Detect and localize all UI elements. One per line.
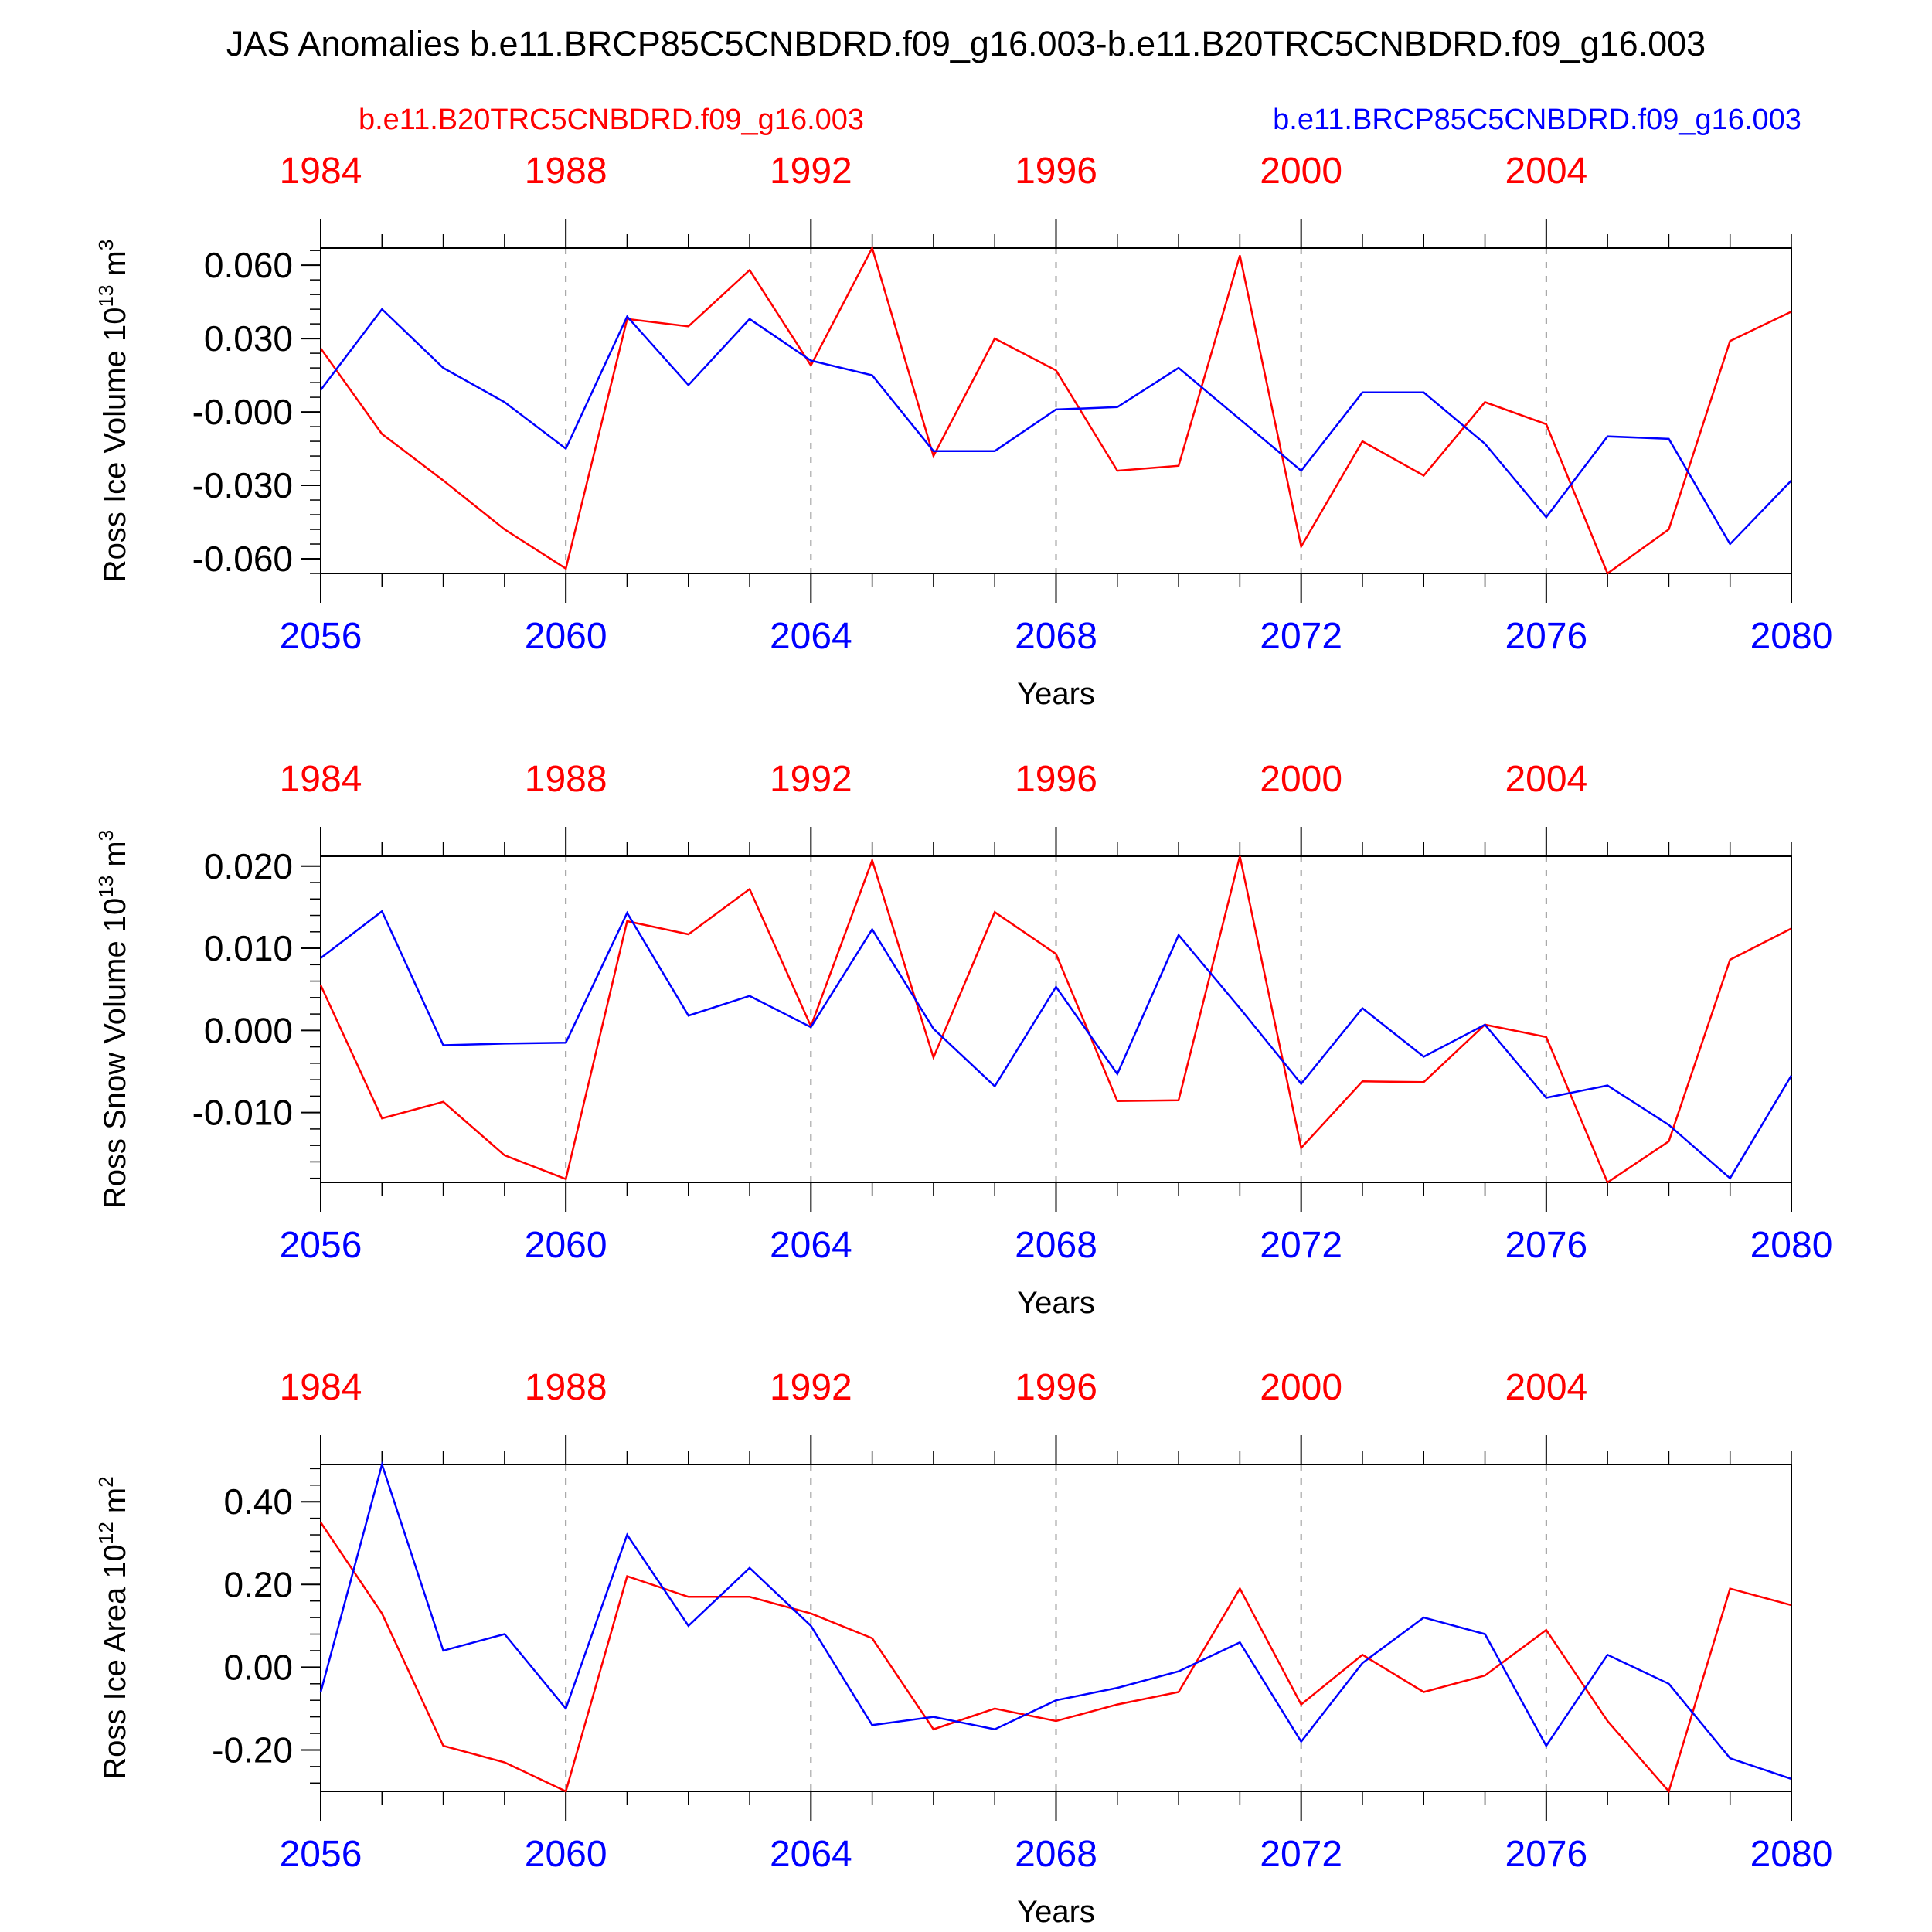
x-tick-label-bottom: 2056 [280, 1834, 362, 1875]
plot-frame [320, 1464, 1792, 1792]
x-tick-label-top: 1984 [280, 1367, 362, 1408]
x-tick-label-bottom: 2080 [1750, 616, 1833, 657]
y-axis-title-text: Ross Snow Volume 10 [98, 898, 132, 1209]
y-axis-title-exponent: 13 [94, 876, 117, 898]
legend-label-rcp85: b.e11.BRCP85C5CNBDRD.f09_g16.003 [1273, 104, 1801, 136]
x-tick-label-top: 1992 [770, 759, 852, 800]
y-tick-label: 0.000 [204, 1010, 293, 1050]
series-line-rcp85 [320, 308, 1792, 546]
figure-title: JAS Anomalies b.e11.BRCP85C5CNBDRD.f09_g… [226, 24, 1706, 63]
chart-panel-3: 0.40 0.20 0.00 -0.20 2056 2060 2064 2068 2072 207… [94, 1367, 1832, 1929]
x-tick-label-top: 2000 [1260, 151, 1342, 192]
x-tick-label-top: 1992 [770, 151, 852, 192]
x-tick-label-top: 2004 [1505, 1367, 1587, 1408]
x-tick-label-bottom: 2068 [1015, 1834, 1097, 1875]
y-tick-label: 0.40 [223, 1481, 293, 1522]
x-tick-label-bottom: 2072 [1260, 1834, 1342, 1875]
x-tick-label-top: 1996 [1015, 759, 1097, 800]
y-tick-label: 0.060 [204, 245, 293, 285]
x-tick-label-top: 1984 [280, 151, 362, 192]
y-tick-label: -0.010 [192, 1093, 293, 1133]
x-tick-label-bottom: 2060 [525, 1834, 607, 1875]
x-tick-label-bottom: 2064 [770, 616, 852, 657]
x-tick-label-bottom: 2072 [1260, 1225, 1342, 1266]
series-line-historical [319, 855, 1792, 1184]
x-tick-label-bottom: 2076 [1505, 616, 1587, 657]
chart-panel-2: 0.020 0.010 0.000 -0.010 2056 2060 2064 2068 207… [94, 759, 1832, 1320]
x-tick-label-top: 2000 [1260, 1367, 1342, 1408]
y-tick-label: 0.020 [204, 846, 293, 886]
x-tick-label-bottom: 2056 [280, 1225, 362, 1266]
y-tick-label: -0.20 [212, 1730, 293, 1770]
y-tick-label: 0.030 [204, 318, 293, 359]
x-axis-title: Years [1017, 677, 1095, 711]
y-axis-title-text: Ross Ice Volume 10 [98, 308, 132, 583]
x-tick-label-top: 1996 [1015, 151, 1097, 192]
x-tick-label-bottom: 2080 [1750, 1225, 1833, 1266]
x-tick-label-bottom: 2060 [525, 1225, 607, 1266]
series-line-historical [319, 245, 1792, 575]
x-tick-label-top: 1988 [525, 759, 607, 800]
y-tick-label: 0.00 [223, 1647, 293, 1687]
y-tick-label: 0.20 [223, 1564, 293, 1604]
y-tick-label: -0.060 [192, 539, 293, 579]
chart-panels: 0.060 0.030 -0.000 -0.030 -0.060 2056 2060 2064… [94, 151, 1832, 1929]
x-tick-label-bottom: 2076 [1505, 1225, 1587, 1266]
x-tick-label-bottom: 2064 [770, 1225, 852, 1266]
series-line-rcp85 [320, 910, 1793, 1180]
x-tick-label-top: 2004 [1505, 759, 1587, 800]
y-axis-title-unit: m [98, 250, 132, 284]
x-tick-label-bottom: 2060 [525, 616, 607, 657]
x-axis-title: Years [1017, 1286, 1095, 1320]
x-tick-label-bottom: 2076 [1505, 1834, 1587, 1875]
x-tick-label-bottom: 2064 [770, 1834, 852, 1875]
x-tick-label-top: 1996 [1015, 1367, 1097, 1408]
y-axis-title-unit: m [98, 841, 132, 875]
y-tick-label: 0.010 [204, 928, 293, 968]
x-tick-label-top: 2000 [1260, 759, 1342, 800]
y-axis-title-unit-exponent: 3 [94, 830, 117, 841]
x-tick-label-top: 2004 [1505, 151, 1587, 192]
chart-panel-1: 0.060 0.030 -0.000 -0.030 -0.060 2056 2060 2064… [94, 151, 1832, 711]
y-axis-title-text: Ross Ice Area 10 [98, 1544, 132, 1780]
y-axis-title-unit-exponent: 3 [94, 240, 117, 250]
legend-label-historical: b.e11.B20TRC5CNBDRD.f09_g16.003 [359, 104, 864, 136]
y-axis-title-unit-exponent: 2 [94, 1476, 117, 1487]
x-tick-label-top: 1984 [280, 759, 362, 800]
series-line-historical [319, 1522, 1792, 1794]
y-axis-title-unit: m [98, 1488, 132, 1522]
plot-frame [320, 247, 1792, 574]
y-tick-label: -0.000 [192, 392, 293, 432]
y-axis-title-exponent: 12 [94, 1522, 117, 1544]
y-axis-title: Ross Ice Volume 1013 m3 [94, 240, 132, 583]
y-axis-title-exponent: 13 [94, 285, 117, 308]
y-axis-title: Ross Ice Area 1012 m2 [94, 1476, 132, 1779]
x-tick-label-top: 1988 [525, 1367, 607, 1408]
plot-frame [320, 855, 1792, 1183]
y-axis-title: Ross Snow Volume 1013 m3 [94, 830, 132, 1209]
series-line-rcp85 [319, 1461, 1792, 1781]
x-tick-label-bottom: 2080 [1750, 1834, 1833, 1875]
x-tick-label-top: 1988 [525, 151, 607, 192]
x-tick-label-bottom: 2056 [280, 616, 362, 657]
x-tick-label-bottom: 2072 [1260, 616, 1342, 657]
y-tick-label: -0.030 [192, 465, 293, 505]
x-tick-label-bottom: 2068 [1015, 616, 1097, 657]
x-axis-title: Years [1017, 1895, 1095, 1929]
x-tick-label-top: 1992 [770, 1367, 852, 1408]
x-tick-label-bottom: 2068 [1015, 1225, 1097, 1266]
